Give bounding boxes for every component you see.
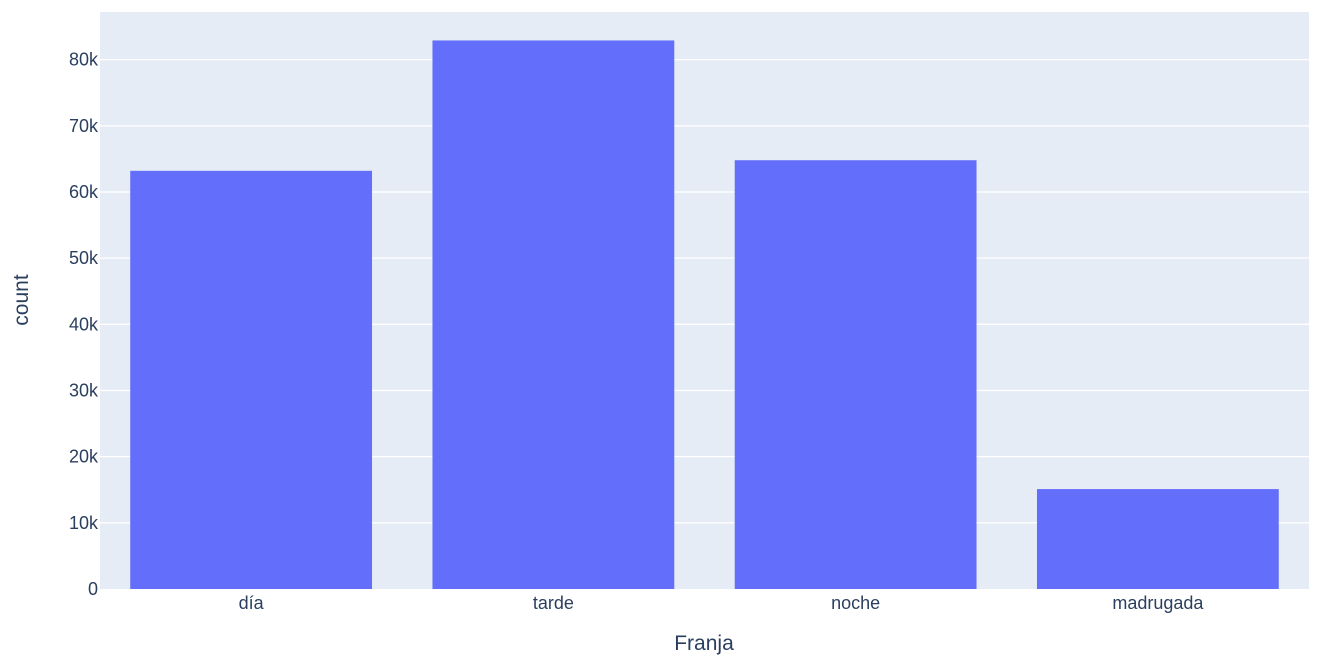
x-tick-label: día (239, 593, 265, 613)
x-axis-ticks: día tarde noche madrugada (239, 593, 1205, 613)
bar-2[interactable] (432, 40, 675, 589)
y-tick-label: 10k (69, 513, 99, 533)
y-tick-label: 0 (88, 579, 98, 599)
x-axis-title: Franja (674, 632, 734, 655)
x-tick-label: madrugada (1112, 593, 1204, 613)
y-axis-ticks: 0 10k 20k 30k 40k 50k 60k 70k 80k (69, 50, 99, 599)
y-tick-label: 80k (69, 50, 99, 70)
bar-1[interactable] (130, 170, 373, 589)
y-tick-label: 50k (69, 248, 99, 268)
y-tick-label: 40k (69, 314, 99, 334)
y-axis-title: count (10, 274, 33, 326)
y-tick-label: 20k (69, 447, 99, 467)
y-tick-label: 70k (69, 116, 99, 136)
x-tick-label: noche (831, 593, 880, 613)
y-tick-label: 30k (69, 380, 99, 400)
x-tick-label: tarde (533, 593, 574, 613)
bars (130, 40, 1279, 589)
bar-4[interactable] (1036, 489, 1279, 589)
y-tick-label: 60k (69, 182, 99, 202)
bar-3[interactable] (734, 160, 977, 589)
